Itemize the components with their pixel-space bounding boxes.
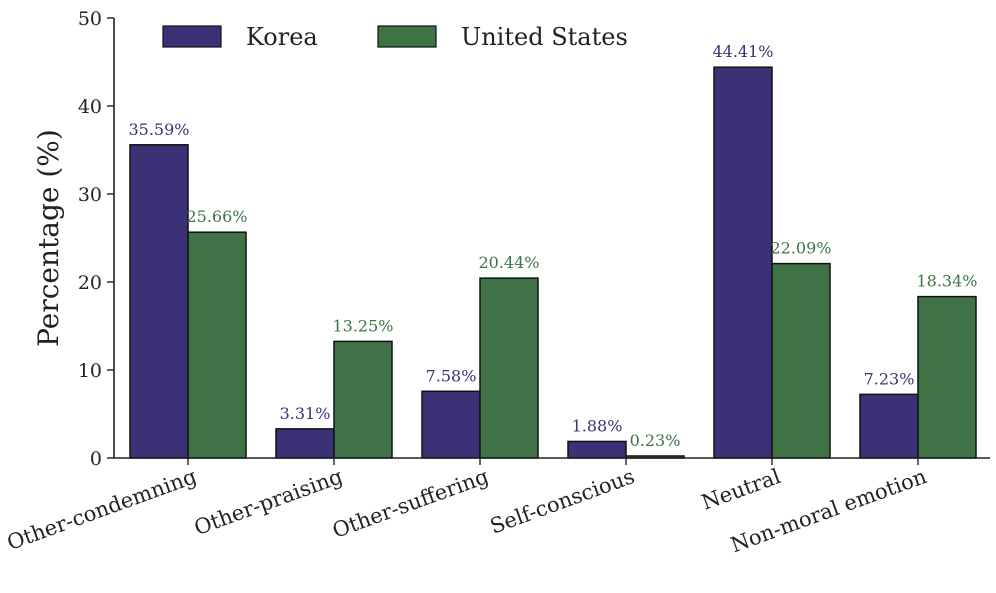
bar-united-states-2 xyxy=(479,277,539,459)
y-tick-label: 30 xyxy=(78,184,102,206)
bar-korea-0 xyxy=(129,144,189,459)
bar-korea-2 xyxy=(421,390,481,459)
bar-korea-1 xyxy=(275,428,335,459)
bar-united-states-1 xyxy=(333,340,393,459)
bar-korea-5 xyxy=(859,393,919,459)
bar-value-label: 3.31% xyxy=(280,404,331,423)
y-tick-label: 20 xyxy=(78,272,102,294)
bar-value-label: 7.23% xyxy=(864,369,915,388)
legend: Korea United States xyxy=(162,23,628,51)
x-category-label: Other-suffering xyxy=(329,464,491,543)
bar-value-label: 18.34% xyxy=(916,272,977,291)
legend-label-united-states: United States xyxy=(461,23,628,51)
bar-value-label: 20.44% xyxy=(478,253,539,272)
bar-united-states-4 xyxy=(771,262,831,459)
bar-labels-group: 35.59% 25.66% 3.31% 13.25% 7.58% 20.44% 1.88% 0… xyxy=(128,42,977,450)
bar-value-label: 1.88% xyxy=(572,416,623,435)
x-category-label: Self-conscious xyxy=(487,464,638,538)
x-category-label: Other-condemning xyxy=(4,464,200,555)
legend-swatch-united-states xyxy=(377,25,437,48)
bar-value-label: 0.23% xyxy=(630,431,681,450)
bar-value-label: 35.59% xyxy=(128,120,189,139)
bar-korea-3 xyxy=(567,440,627,459)
legend-label-korea: Korea xyxy=(246,23,318,51)
y-tick-label: 40 xyxy=(78,96,102,118)
bar-value-label: 25.66% xyxy=(186,207,247,226)
bar-united-states-5 xyxy=(917,295,977,459)
bar-value-label: 22.09% xyxy=(770,239,831,258)
x-category-label: Other-praising xyxy=(191,464,346,540)
bar-united-states-0 xyxy=(187,231,247,459)
bar-korea-4 xyxy=(713,66,773,459)
y-axis-title: Percentage (%) xyxy=(32,129,65,347)
y-tick-label: 10 xyxy=(78,360,102,382)
x-category-label: Neutral xyxy=(698,464,784,515)
legend-swatch-korea xyxy=(162,25,222,48)
bar-value-label: 44.41% xyxy=(712,42,773,61)
y-tick-label: 50 xyxy=(78,8,102,30)
bar-value-label: 7.58% xyxy=(426,366,477,385)
y-tick-label: 0 xyxy=(90,448,102,470)
bars-group xyxy=(129,66,977,459)
bar-value-label: 13.25% xyxy=(332,316,393,335)
